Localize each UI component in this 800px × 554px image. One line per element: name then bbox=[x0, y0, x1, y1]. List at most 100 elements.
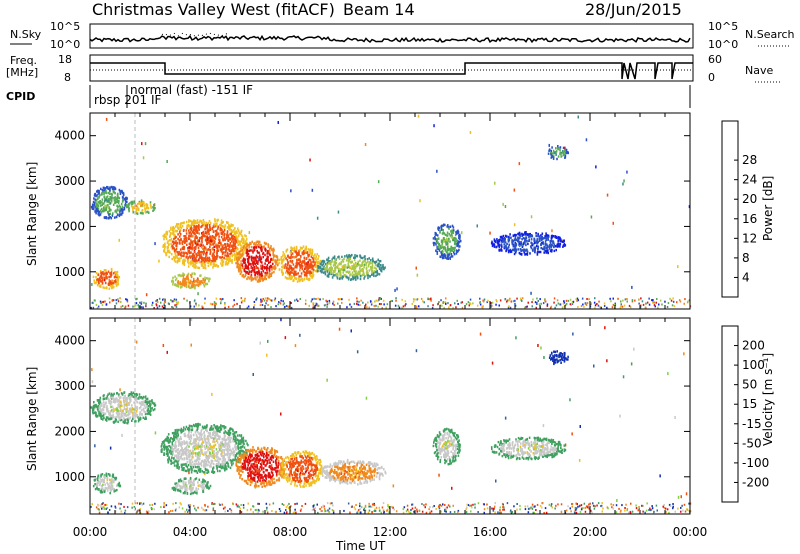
noise-cell bbox=[266, 506, 268, 509]
echo-cell bbox=[450, 249, 453, 252]
noise-cell bbox=[670, 299, 673, 302]
echo-cell bbox=[378, 260, 381, 263]
noise-cell bbox=[649, 509, 652, 512]
echo-cell bbox=[170, 237, 173, 241]
echo-cell bbox=[301, 260, 303, 264]
echo-cell bbox=[309, 263, 312, 266]
noise-cell bbox=[143, 301, 145, 304]
noise-cell bbox=[254, 509, 257, 512]
echo-cell bbox=[111, 196, 113, 199]
echo-cell bbox=[209, 245, 211, 249]
echo-cell bbox=[445, 251, 448, 254]
noise-cell bbox=[305, 299, 307, 302]
noise-cell bbox=[579, 504, 581, 507]
echo-cell bbox=[324, 267, 326, 270]
echo-cell bbox=[250, 279, 253, 282]
noise-cell bbox=[253, 304, 256, 307]
echo-cell bbox=[127, 394, 130, 398]
echo-cell bbox=[239, 240, 242, 244]
echo-cell bbox=[308, 258, 311, 262]
echo-cell bbox=[347, 264, 350, 267]
echo-cell bbox=[276, 258, 279, 261]
echo-cell bbox=[291, 261, 293, 264]
noise-cell bbox=[586, 302, 589, 304]
noise-cell bbox=[477, 511, 479, 513]
echo-cell bbox=[559, 146, 562, 149]
echo-cell bbox=[215, 229, 218, 232]
echo-cell bbox=[248, 272, 250, 275]
noise-cell bbox=[453, 510, 456, 513]
scatter-cell bbox=[536, 302, 538, 305]
echo-cell bbox=[298, 264, 301, 267]
echo-cell bbox=[533, 248, 536, 251]
echo-cell bbox=[371, 257, 374, 260]
noise-cell bbox=[265, 302, 267, 305]
noise-cell bbox=[204, 297, 206, 300]
echo-cell bbox=[336, 277, 339, 280]
echo-cell bbox=[106, 395, 109, 398]
scatter-cell bbox=[415, 266, 417, 270]
noise-cell bbox=[160, 506, 162, 509]
echo-cell bbox=[371, 265, 374, 268]
echo-cell bbox=[184, 284, 186, 287]
noise-cell bbox=[688, 502, 690, 505]
noise-cell bbox=[447, 504, 450, 507]
echo-cell bbox=[103, 405, 105, 408]
noise-cell bbox=[347, 502, 350, 505]
echo-cell bbox=[539, 250, 542, 254]
noise-cell bbox=[266, 511, 269, 514]
noise-cell bbox=[527, 511, 530, 514]
echo-cell bbox=[502, 239, 504, 242]
echo-cell bbox=[206, 251, 208, 254]
echo-cell bbox=[139, 417, 142, 421]
echo-cell bbox=[177, 233, 179, 236]
echo-cell bbox=[500, 248, 502, 251]
echo-cell bbox=[272, 251, 274, 254]
echo-cell bbox=[221, 255, 224, 259]
echo-cell bbox=[213, 256, 215, 259]
echo-cell bbox=[538, 239, 541, 242]
noise-cell bbox=[260, 298, 262, 301]
echo-cell bbox=[254, 243, 257, 247]
echo-cell bbox=[259, 243, 261, 246]
noise-cell bbox=[385, 306, 387, 309]
noise-cell bbox=[533, 505, 535, 508]
scatter-cell bbox=[258, 257, 260, 261]
echo-cell bbox=[562, 146, 565, 150]
noise-cell bbox=[151, 301, 154, 304]
echo-cell bbox=[274, 260, 276, 264]
scatter-cell bbox=[504, 416, 507, 420]
echo-cell bbox=[248, 243, 251, 247]
noise-cell bbox=[432, 304, 434, 307]
echo-cell bbox=[267, 261, 270, 264]
echo-cell bbox=[268, 268, 271, 271]
scatter-cell bbox=[280, 318, 282, 322]
echo-cell bbox=[183, 260, 185, 263]
echo-cell bbox=[179, 242, 181, 245]
echo-cell bbox=[240, 271, 243, 274]
echo-cell bbox=[152, 408, 155, 412]
echo-cell bbox=[440, 228, 443, 231]
noise-cell bbox=[500, 511, 502, 514]
echo-cell bbox=[230, 244, 233, 247]
echo-cell bbox=[247, 276, 249, 279]
echo-cell bbox=[118, 275, 121, 279]
echo-cell bbox=[117, 194, 119, 198]
echo-cell bbox=[246, 249, 248, 252]
noise-cell bbox=[569, 303, 572, 306]
echo-cell bbox=[174, 252, 176, 255]
echo-cell bbox=[95, 204, 98, 208]
echo-cell bbox=[195, 244, 198, 247]
noise-cell bbox=[618, 507, 620, 510]
echo-cell bbox=[257, 242, 260, 245]
echo-cell bbox=[150, 206, 152, 209]
echo-cell bbox=[124, 204, 126, 207]
noise-cell bbox=[457, 303, 459, 305]
noise-cell bbox=[514, 304, 517, 307]
noise-cell bbox=[561, 306, 564, 309]
echo-cell bbox=[119, 190, 121, 193]
echo-cell bbox=[229, 255, 231, 258]
echo-cell bbox=[107, 198, 110, 201]
noise-cell bbox=[681, 504, 683, 507]
echo-cell bbox=[300, 246, 302, 250]
